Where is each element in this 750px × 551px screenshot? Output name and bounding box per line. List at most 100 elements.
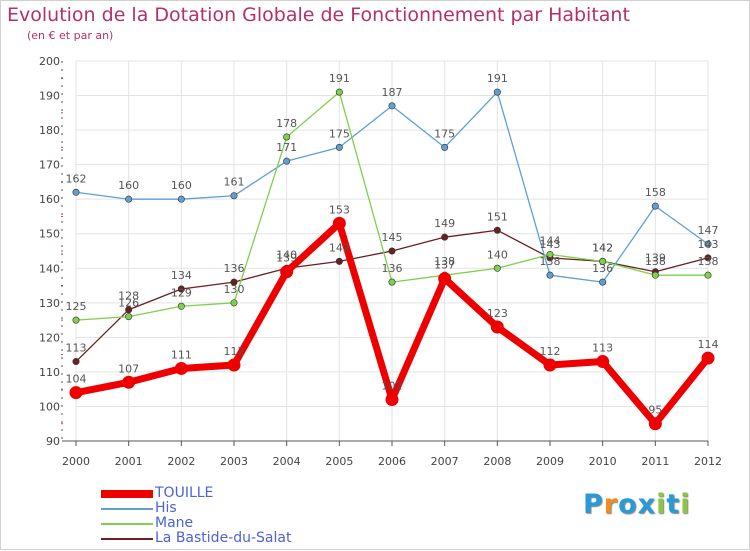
data-point bbox=[704, 240, 712, 248]
y-tick-label: 110 bbox=[39, 366, 60, 379]
data-label: 107 bbox=[118, 362, 139, 375]
y-tick-label: 140 bbox=[39, 262, 60, 275]
x-tick-label: 2010 bbox=[589, 455, 617, 468]
data-label: 178 bbox=[276, 117, 297, 130]
data-point bbox=[543, 358, 557, 372]
data-point bbox=[72, 316, 80, 324]
data-point bbox=[335, 257, 343, 265]
data-point bbox=[332, 216, 346, 230]
x-tick-label: 2005 bbox=[325, 455, 353, 468]
data-label: 136 bbox=[224, 262, 245, 275]
data-point bbox=[72, 358, 80, 366]
data-label: 139 bbox=[645, 252, 666, 265]
data-point bbox=[493, 264, 501, 272]
data-label: 143 bbox=[540, 238, 561, 251]
data-label: 134 bbox=[171, 269, 192, 282]
data-point bbox=[122, 375, 136, 389]
data-point bbox=[546, 271, 554, 279]
data-label: 138 bbox=[434, 255, 455, 268]
data-point bbox=[388, 102, 396, 110]
legend-swatch bbox=[101, 538, 153, 540]
data-point bbox=[72, 188, 80, 196]
data-label: 130 bbox=[224, 283, 245, 296]
data-label: 113 bbox=[592, 342, 613, 355]
y-tick-label: 100 bbox=[39, 400, 60, 413]
data-label: 123 bbox=[487, 307, 508, 320]
data-point bbox=[125, 195, 133, 203]
data-label: 136 bbox=[382, 262, 403, 275]
data-label: 161 bbox=[224, 176, 245, 189]
data-label: 142 bbox=[592, 241, 613, 254]
data-label: 144 bbox=[540, 234, 561, 247]
data-label: 149 bbox=[434, 217, 455, 230]
legend-label: La Bastide-du-Salat bbox=[155, 530, 292, 546]
y-tick-label: 190 bbox=[39, 90, 60, 103]
data-label: 191 bbox=[329, 72, 350, 85]
data-point bbox=[177, 285, 185, 293]
data-label: 113 bbox=[66, 342, 87, 355]
data-label: 139 bbox=[276, 252, 297, 265]
data-point bbox=[230, 192, 238, 200]
legend-swatch bbox=[101, 490, 153, 498]
data-label: 142 bbox=[329, 241, 350, 254]
data-label: 128 bbox=[118, 290, 139, 303]
data-point bbox=[546, 250, 554, 258]
data-point bbox=[230, 299, 238, 307]
y-tick-label: 180 bbox=[39, 124, 60, 137]
data-point bbox=[388, 247, 396, 255]
data-point bbox=[174, 361, 188, 375]
data-point bbox=[125, 306, 133, 314]
data-label: 114 bbox=[698, 338, 719, 351]
legend-swatch bbox=[101, 508, 153, 510]
data-point bbox=[648, 417, 662, 431]
data-point bbox=[599, 278, 607, 286]
x-tick-label: 2006 bbox=[378, 455, 406, 468]
data-label: 142 bbox=[592, 241, 613, 254]
data-label: 191 bbox=[487, 72, 508, 85]
data-point bbox=[493, 88, 501, 96]
data-label: 140 bbox=[487, 248, 508, 261]
data-label: 137 bbox=[434, 259, 455, 272]
chart-subtitle: (en € et par an) bbox=[27, 29, 114, 42]
data-point bbox=[69, 386, 83, 400]
data-point bbox=[335, 143, 343, 151]
data-label: 112 bbox=[540, 345, 561, 358]
y-tick-label: 130 bbox=[39, 297, 60, 310]
data-label: 160 bbox=[118, 179, 139, 192]
data-label: 138 bbox=[540, 255, 561, 268]
legend-label: His bbox=[155, 500, 177, 516]
data-label: 136 bbox=[592, 262, 613, 275]
series-layer bbox=[69, 88, 715, 431]
legend-label: TOUILLE bbox=[155, 485, 214, 501]
x-tick-label: 2002 bbox=[167, 455, 195, 468]
data-label: 145 bbox=[382, 231, 403, 244]
data-label: 160 bbox=[171, 179, 192, 192]
data-label: 153 bbox=[329, 203, 350, 216]
x-tick-label: 2007 bbox=[431, 455, 459, 468]
data-label: 138 bbox=[698, 255, 719, 268]
data-point bbox=[441, 233, 449, 241]
x-tick-label: 2011 bbox=[641, 455, 669, 468]
data-label: 175 bbox=[434, 127, 455, 140]
data-point bbox=[651, 202, 659, 210]
y-tick-label: 170 bbox=[39, 159, 60, 172]
data-label: 95 bbox=[648, 404, 662, 417]
data-point bbox=[704, 254, 712, 262]
data-label: 125 bbox=[66, 300, 87, 313]
data-point bbox=[230, 278, 238, 286]
x-tick-label: 2004 bbox=[273, 455, 301, 468]
x-tick-label: 2003 bbox=[220, 455, 248, 468]
data-label: 147 bbox=[698, 224, 719, 237]
data-label: 126 bbox=[118, 297, 139, 310]
data-label: 158 bbox=[645, 186, 666, 199]
axes: 90 100 110 120 130 140 150 160 170 180 190 200 2000 2… bbox=[39, 55, 722, 468]
legend-swatch bbox=[101, 523, 153, 525]
data-point bbox=[493, 226, 501, 234]
data-point bbox=[490, 320, 504, 334]
data-point bbox=[441, 143, 449, 151]
data-label: 175 bbox=[329, 127, 350, 140]
data-label: 171 bbox=[276, 141, 297, 154]
data-label: 151 bbox=[487, 210, 508, 223]
data-point bbox=[704, 271, 712, 279]
